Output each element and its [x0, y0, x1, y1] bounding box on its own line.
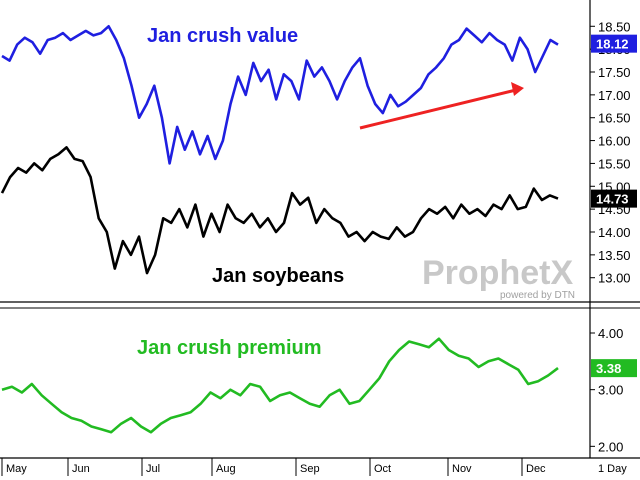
y-tick-label: 18.50 [598, 19, 631, 34]
y-tick-label: 16.50 [598, 111, 631, 126]
x-tick-label: Jul [146, 463, 160, 475]
x-tick-label: Jun [72, 463, 90, 475]
series-layer [0, 25, 595, 447]
x-tick-label: Dec [526, 463, 546, 475]
badge-value-jan-crush-value: 18.12 [596, 37, 629, 52]
interval-label: 1 Day [598, 463, 627, 475]
badge-value-jan-soybeans: 14.73 [596, 192, 629, 207]
label-crush-premium: Jan crush premium [137, 337, 322, 359]
x-tick-label: Nov [452, 463, 472, 475]
y-tick-label: 2.00 [598, 439, 623, 454]
x-tick-label: Sep [300, 463, 320, 475]
trend-arrow-head [511, 82, 524, 96]
series-line-jan-crush-premium [1, 337, 559, 434]
y-tick-label: 15.50 [598, 156, 631, 171]
badge-jan-crush-premium [591, 359, 637, 378]
y-tick-label: 4.00 [598, 326, 623, 341]
badge-value-jan-crush-premium: 3.38 [596, 361, 621, 376]
series-line-jan-soybeans [0, 146, 559, 275]
y-tick-labels: 18.5018.0017.5017.0016.5016.0015.5015.00… [598, 19, 631, 454]
y-tick-label: 14.00 [598, 225, 631, 240]
watermark: ProphetX powered by DTN [422, 254, 575, 301]
y-tick-label: 13.50 [598, 248, 631, 263]
y-tick-label: 16.00 [598, 134, 631, 149]
x-tick-label: Aug [216, 463, 236, 475]
x-tick-label: May [6, 463, 27, 475]
watermark-sub: powered by DTN [500, 290, 575, 301]
label-soybeans: Jan soybeans [212, 265, 344, 287]
y-tick-label: 13.00 [598, 271, 631, 286]
badge-jan-crush-value [591, 34, 637, 53]
y-tick-label: 17.00 [598, 88, 631, 103]
y-tick-label: 17.50 [598, 65, 631, 80]
watermark-brand: ProphetX [422, 254, 573, 292]
trend-arrow [359, 82, 524, 130]
series-line-jan-crush-value [1, 25, 559, 165]
badge-jan-soybeans [591, 189, 637, 208]
last-value-badges: 18.12 14.73 3.38 [591, 34, 637, 378]
x-tick-labels: May Jun Jul Aug Sep Oct Nov Dec [1, 458, 546, 476]
trend-arrow-line [359, 88, 517, 130]
label-crush-value: Jan crush value [147, 25, 298, 47]
y-tick-label: 3.00 [598, 383, 623, 398]
x-tick-label: Oct [374, 463, 391, 475]
